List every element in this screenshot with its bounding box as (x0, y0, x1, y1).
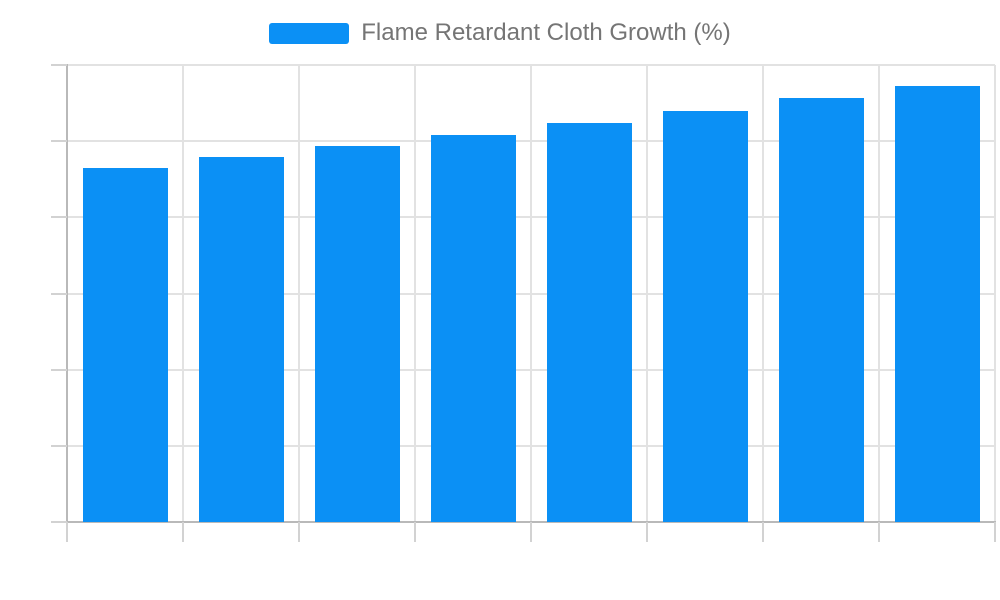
y-axis-tick (51, 521, 67, 523)
gridline-vertical (994, 65, 996, 522)
y-axis-tick-label (1, 357, 47, 383)
y-axis-tick-label (1, 52, 47, 78)
bar-value-label (199, 326, 284, 354)
y-axis-tick-label (1, 509, 47, 535)
gridline-vertical (762, 65, 764, 522)
bar-value-label (547, 309, 632, 337)
legend-label: Flame Retardant Cloth Growth (%) (361, 19, 731, 46)
gridline-vertical (530, 65, 532, 522)
x-axis-tick (994, 522, 996, 542)
gridline-vertical (646, 65, 648, 522)
gridline-vertical (414, 65, 416, 522)
bar[interactable] (778, 98, 864, 522)
y-axis-tick (51, 64, 67, 66)
x-axis-tick (182, 522, 184, 542)
bar[interactable] (662, 110, 748, 522)
gridline-vertical (878, 65, 880, 522)
x-axis-tick (878, 522, 880, 542)
y-axis-tick-label (1, 281, 47, 307)
bar[interactable] (894, 85, 980, 522)
x-axis-tick (414, 522, 416, 542)
bar-value-label (779, 296, 864, 324)
bar[interactable] (546, 123, 632, 522)
y-axis-tick (51, 216, 67, 219)
y-axis-tick-label (1, 433, 47, 459)
y-axis-tick-label (1, 128, 47, 154)
y-axis-tick (51, 444, 67, 447)
x-axis-tick (762, 522, 764, 542)
x-axis-tick (646, 522, 648, 542)
y-axis-line (66, 64, 68, 523)
bar[interactable] (430, 134, 516, 522)
x-axis-tick (530, 522, 532, 542)
bar-value-label (895, 290, 980, 318)
x-axis-tick (66, 522, 68, 542)
bar-value-label (663, 302, 748, 330)
bar-value-label (83, 331, 168, 359)
x-axis-tick (298, 522, 300, 542)
gridline-vertical (298, 65, 300, 522)
bar[interactable] (198, 157, 284, 522)
bar[interactable] (314, 146, 400, 522)
y-axis-tick-label (1, 204, 47, 230)
legend-item[interactable]: Flame Retardant Cloth Growth (%) (0, 21, 1000, 45)
y-axis-tick (51, 368, 67, 371)
y-axis-tick (51, 292, 67, 295)
gridline-vertical (182, 65, 184, 522)
legend-swatch (269, 22, 350, 44)
bar[interactable] (82, 168, 168, 522)
y-axis-tick (51, 140, 67, 143)
bar-value-label (315, 320, 400, 348)
bar-value-label (431, 314, 516, 342)
